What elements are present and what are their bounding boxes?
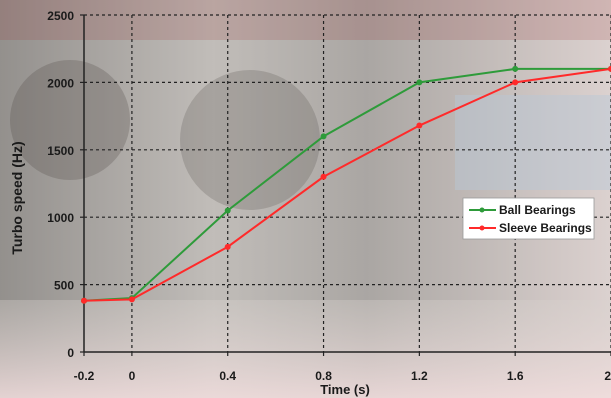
x-tick-label: 1.2: [411, 369, 428, 383]
series-line-ball-bearings: [83, 67, 611, 302]
legend-marker-sleeve-bearings: [479, 225, 485, 231]
legend-marker-ball-bearings: [479, 207, 485, 213]
x-tick-label: 0: [129, 369, 136, 383]
data-point-sleeve-bearings: [416, 122, 423, 129]
data-point-sleeve-bearings: [224, 243, 231, 250]
data-point-sleeve-bearings: [320, 173, 327, 180]
legend-label-ball-bearings: Ball Bearings: [499, 203, 576, 217]
series-lines: [81, 65, 611, 304]
series-line-sleeve-bearings: [83, 67, 611, 302]
data-point-ball-bearings: [416, 79, 423, 86]
y-tick-label: 0: [67, 346, 74, 360]
y-tick-label: 1000: [47, 211, 74, 225]
y-tick-label: 1500: [47, 144, 74, 158]
plot-area: [84, 15, 611, 352]
data-point-ball-bearings: [320, 133, 327, 140]
data-point-sleeve-bearings: [608, 65, 611, 72]
data-point-sleeve-bearings: [128, 296, 135, 303]
grid: [84, 14, 611, 352]
y-tick-labels: 0 500 1000 1500 2000 2500: [47, 9, 74, 360]
axes: [80, 14, 611, 356]
y-tick-label: 2000: [47, 76, 74, 90]
legend-box: [462, 197, 595, 240]
x-axis-label: Time (s): [320, 382, 370, 397]
y-tick-label: 2500: [47, 9, 74, 23]
y-axis-label: Turbo speed (Hz): [9, 141, 25, 254]
legend-label-sleeve-bearings: Sleeve Bearings: [499, 221, 592, 235]
legend: Ball Bearings Sleeve Bearings: [462, 197, 595, 240]
data-point-sleeve-bearings: [81, 297, 87, 304]
x-tick-label: 1.6: [507, 369, 524, 383]
x-tick-label: 2: [604, 369, 611, 383]
x-tick-label: 0.4: [219, 369, 236, 383]
y-tick-label: 500: [54, 279, 74, 293]
data-point-ball-bearings: [512, 65, 519, 72]
data-point-sleeve-bearings: [512, 79, 519, 86]
data-point-ball-bearings: [224, 207, 231, 214]
x-tick-label: -0.2: [74, 369, 95, 383]
x-tick-labels: -0.2 0 0.4 0.8 1.2 1.6 2: [74, 369, 611, 383]
x-tick-label: 0.8: [315, 369, 332, 383]
